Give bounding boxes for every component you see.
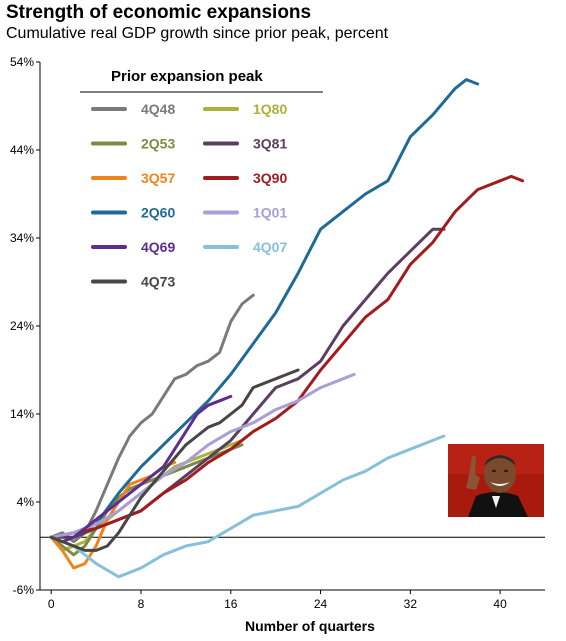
- x-tick-label: 0: [48, 597, 55, 611]
- legend-title: Prior expansion peak: [111, 68, 263, 85]
- x-tick-label: 40: [493, 597, 507, 611]
- x-tick-label: 24: [314, 597, 328, 611]
- chart-subtitle: Cumulative real GDP growth since prior p…: [6, 25, 389, 42]
- x-axis-label: Number of quarters: [245, 618, 375, 634]
- y-tick-label: 44%: [10, 143, 34, 157]
- chart-axes: -6% 4% 14% 24% 34% 44% 54% 0 8 16 24 32 40: [10, 55, 545, 611]
- y-tick-label: 24%: [10, 319, 34, 333]
- y-tick-label: 34%: [10, 231, 34, 245]
- legend-label-1q80: 1Q80: [253, 101, 287, 117]
- series-line-1q01: [49, 372, 356, 539]
- legend-label-2q60: 2Q60: [141, 205, 175, 221]
- legend-label-4q73: 4Q73: [141, 274, 175, 290]
- y-tick-label: 4%: [17, 495, 35, 509]
- legend-label-4q07: 4Q07: [253, 239, 287, 255]
- series-line-3q81: [49, 227, 446, 539]
- legend-label-1q01: 1Q01: [253, 205, 287, 221]
- series-line-4q73: [49, 368, 300, 552]
- legend-label-3q90: 3Q90: [253, 170, 287, 186]
- legend-label-4q48: 4Q48: [141, 101, 175, 117]
- president-laughing-photo: [448, 444, 544, 517]
- legend-label-3q81: 3Q81: [253, 136, 287, 152]
- series-line-4q07: [49, 434, 446, 579]
- chart-series-lines: [49, 78, 525, 579]
- x-tick-label: 8: [138, 597, 145, 611]
- legend-label-2q53: 2Q53: [141, 136, 175, 152]
- y-tick-label: -6%: [13, 583, 35, 597]
- y-tick-label: 54%: [10, 55, 34, 69]
- chart-legend: Prior expansion peak 4Q48 2Q53 3Q57 2Q60 4Q6…: [80, 68, 323, 290]
- series-line-2q60: [49, 78, 480, 539]
- x-tick-label: 16: [224, 597, 238, 611]
- x-tick-label: 32: [404, 597, 418, 611]
- chart-title: Strength of economic expansions: [6, 2, 312, 23]
- series-line-4q69: [49, 394, 233, 544]
- legend-label-4q69: 4Q69: [141, 239, 175, 255]
- y-tick-label: 14%: [10, 407, 34, 421]
- legend-label-3q57: 3Q57: [141, 170, 175, 186]
